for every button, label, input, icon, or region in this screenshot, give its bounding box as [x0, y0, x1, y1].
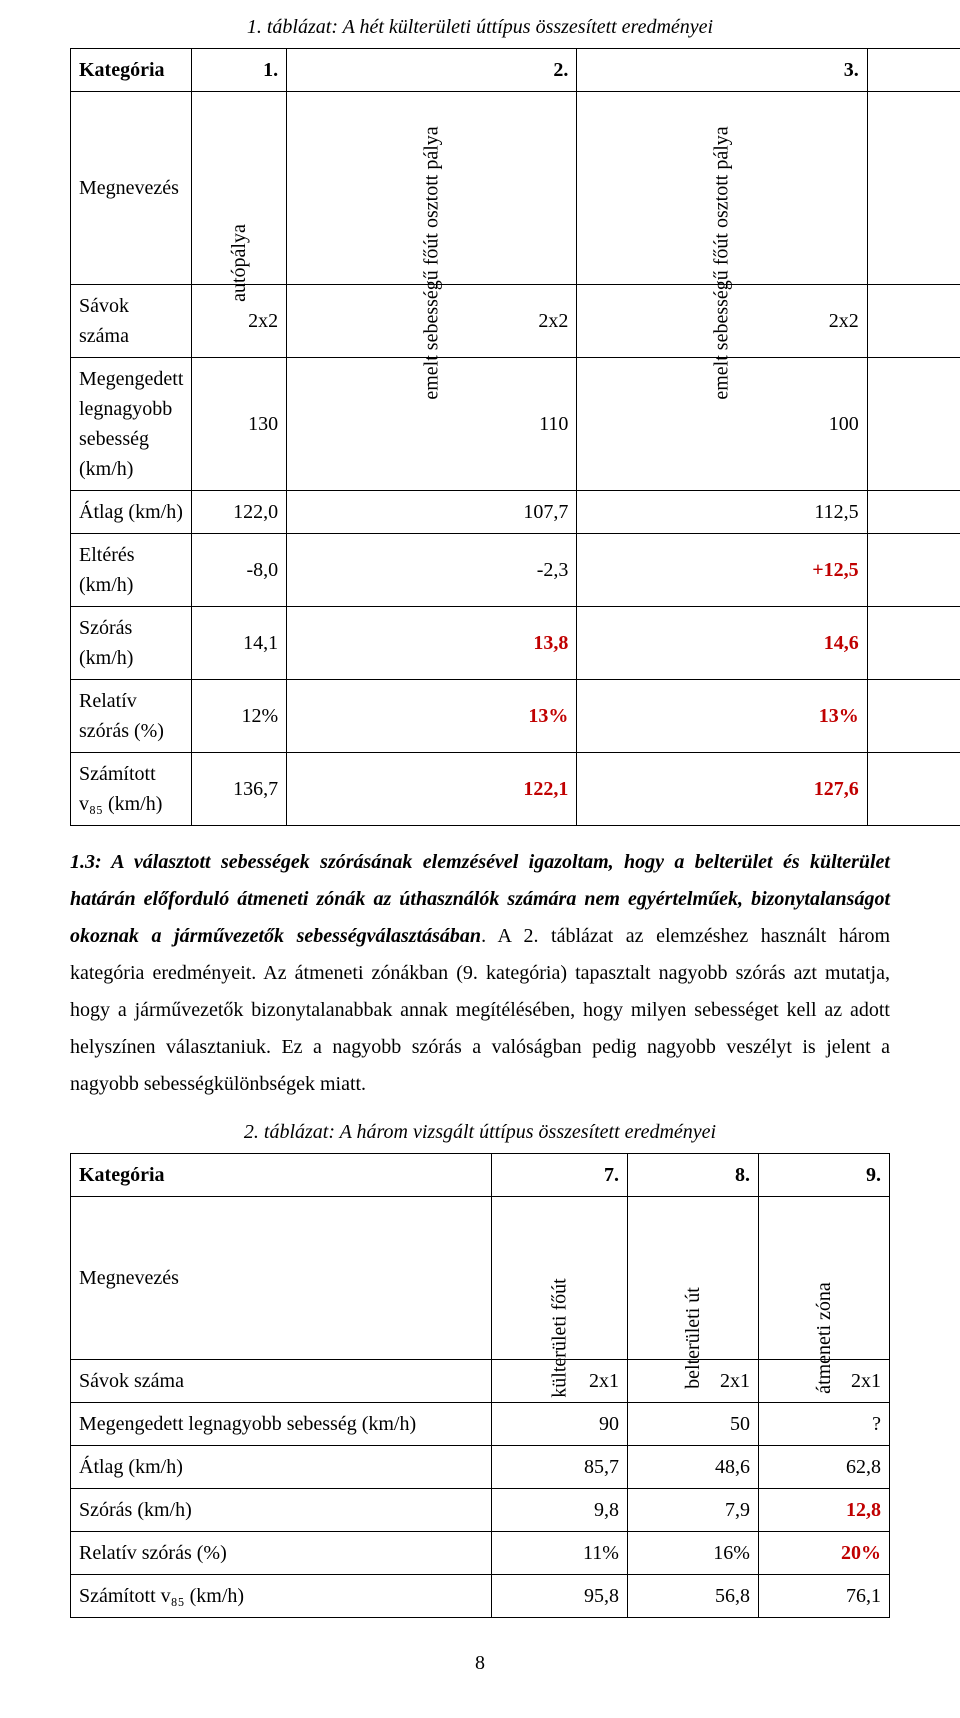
row-value: 100	[867, 358, 960, 491]
table2-caption: 2. táblázat: A három vizsgált úttípus ös…	[70, 1117, 890, 1147]
table2-megnev-1: külterületi főút	[491, 1197, 627, 1360]
row-label: Átlag (km/h)	[71, 1446, 492, 1489]
row-value: 95,8	[491, 1575, 627, 1618]
table-row: Eltérés (km/h)-8,0-2,3+12,5+0,5-10,2-13,…	[71, 534, 960, 607]
table2-megnev-row: Megnevezés külterületi főút belterületi …	[71, 1197, 890, 1360]
table2-header-cat: Kategória	[71, 1154, 492, 1197]
row-value: 12,8	[758, 1489, 889, 1532]
row-value: 85,7	[491, 1446, 627, 1489]
row-label: Eltérés (km/h)	[71, 534, 192, 607]
table1-megnev-1: autópálya	[192, 92, 287, 285]
table-row: Megengedett legnagyobb sebesség (km/h)13…	[71, 358, 960, 491]
row-value: 76,1	[758, 1575, 889, 1618]
row-label: Számított v₈₅ (km/h)	[71, 1575, 492, 1618]
row-label: Szórás (km/h)	[71, 607, 192, 680]
row-value: 12%	[192, 680, 287, 753]
row-value: 112,5	[577, 491, 867, 534]
row-label: Relatív szórás (%)	[71, 680, 192, 753]
row-value: 13%	[287, 680, 577, 753]
table1-header-cat: Kategória	[71, 49, 192, 92]
row-value: 107,7	[287, 491, 577, 534]
row-value: ?	[758, 1403, 889, 1446]
row-value: 112,4	[867, 753, 960, 826]
table1-megnev-4: emelt sebességű főút osztatlan pálya	[867, 92, 960, 285]
paragraph-rest: . A 2. táblázat az elemzéshez használt h…	[70, 925, 890, 1095]
table2-megnev-3: átmeneti zóna	[758, 1197, 889, 1360]
row-value: 9,8	[491, 1489, 627, 1532]
table2-megnev-2: belterületi út	[627, 1197, 758, 1360]
table1-h1: 1.	[192, 49, 287, 92]
row-value: 11%	[867, 680, 960, 753]
row-value: 62,8	[758, 1446, 889, 1489]
table1-megnev-row: Megnevezés autópálya emelt sebességű főú…	[71, 92, 960, 285]
table1-caption: 1. táblázat: A hét külterületi úttípus ö…	[70, 12, 890, 42]
row-value: 13%	[577, 680, 867, 753]
row-value: +12,5	[577, 534, 867, 607]
row-value: 14,6	[577, 607, 867, 680]
row-label: Megengedett legnagyobb sebesség (km/h)	[71, 1403, 492, 1446]
table1-h4: 4.	[867, 49, 960, 92]
row-value: 122,0	[192, 491, 287, 534]
table-row: Átlag (km/h)122,0107,7112,5100,599,896,7…	[71, 491, 960, 534]
row-value: 136,7	[192, 753, 287, 826]
row-value: -8,0	[192, 534, 287, 607]
row-value: 11%	[491, 1532, 627, 1575]
table-row: Sávok száma2x12x12x1	[71, 1360, 890, 1403]
table1: Kategória 1. 2. 3. 4. 5. 6. 7. Megnevezé…	[70, 48, 960, 826]
row-value: 11,4	[867, 607, 960, 680]
row-value: 50	[627, 1403, 758, 1446]
table-row: Számított v₈₅ (km/h)95,856,876,1	[71, 1575, 890, 1618]
row-value: 2x2	[867, 285, 960, 358]
row-value: 20%	[758, 1532, 889, 1575]
row-value: 48,6	[627, 1446, 758, 1489]
row-value: 100,5	[867, 491, 960, 534]
table-row: Relatív szórás (%)12%13%13%11%11%11%11%	[71, 680, 960, 753]
page-number: 8	[70, 1648, 890, 1678]
table1-header-row: Kategória 1. 2. 3. 4. 5. 6. 7.	[71, 49, 960, 92]
table1-h3: 3.	[577, 49, 867, 92]
table2-h3: 9.	[758, 1154, 889, 1197]
table-row: Megengedett legnagyobb sebesség (km/h)90…	[71, 1403, 890, 1446]
table2-header-row: Kategória 7. 8. 9.	[71, 1154, 890, 1197]
table-row: Átlag (km/h)85,748,662,8	[71, 1446, 890, 1489]
table2-h2: 8.	[627, 1154, 758, 1197]
table-row: Szórás (km/h)14,113,814,611,411,510,99,8	[71, 607, 960, 680]
row-value: 14,1	[192, 607, 287, 680]
table-row: Számított v₈₅ (km/h)136,7122,1127,6112,4…	[71, 753, 960, 826]
table1-megnev-3: emelt sebességű főút osztott pálya	[577, 92, 867, 285]
row-value: 56,8	[627, 1575, 758, 1618]
table1-h2: 2.	[287, 49, 577, 92]
table-row: Szórás (km/h)9,87,912,8	[71, 1489, 890, 1532]
table2: Kategória 7. 8. 9. Megnevezés külterület…	[70, 1153, 890, 1618]
table2-h1: 7.	[491, 1154, 627, 1197]
row-label: Szórás (km/h)	[71, 1489, 492, 1532]
row-value: -2,3	[287, 534, 577, 607]
row-value: 16%	[627, 1532, 758, 1575]
row-value: 122,1	[287, 753, 577, 826]
row-label: Sávok száma	[71, 285, 192, 358]
row-value: 90	[491, 1403, 627, 1446]
row-label: Relatív szórás (%)	[71, 1532, 492, 1575]
row-value: 7,9	[627, 1489, 758, 1532]
row-label: Számított v₈₅ (km/h)	[71, 753, 192, 826]
row-value: +0,5	[867, 534, 960, 607]
table1-megnev-label: Megnevezés	[71, 92, 192, 285]
row-label: Megengedett legnagyobb sebesség (km/h)	[71, 358, 192, 491]
paragraph: 1.3: A választott sebességek szórásának …	[70, 844, 890, 1103]
row-label: Sávok száma	[71, 1360, 492, 1403]
row-label: Átlag (km/h)	[71, 491, 192, 534]
row-value: 127,6	[577, 753, 867, 826]
row-value: 13,8	[287, 607, 577, 680]
table2-megnev-label: Megnevezés	[71, 1197, 492, 1360]
table-row: Relatív szórás (%)11%16%20%	[71, 1532, 890, 1575]
table-row: Sávok száma2x22x22x22x22x12x12x1	[71, 285, 960, 358]
row-value: 130	[192, 358, 287, 491]
table1-megnev-2: emelt sebességű főút osztott pálya	[287, 92, 577, 285]
